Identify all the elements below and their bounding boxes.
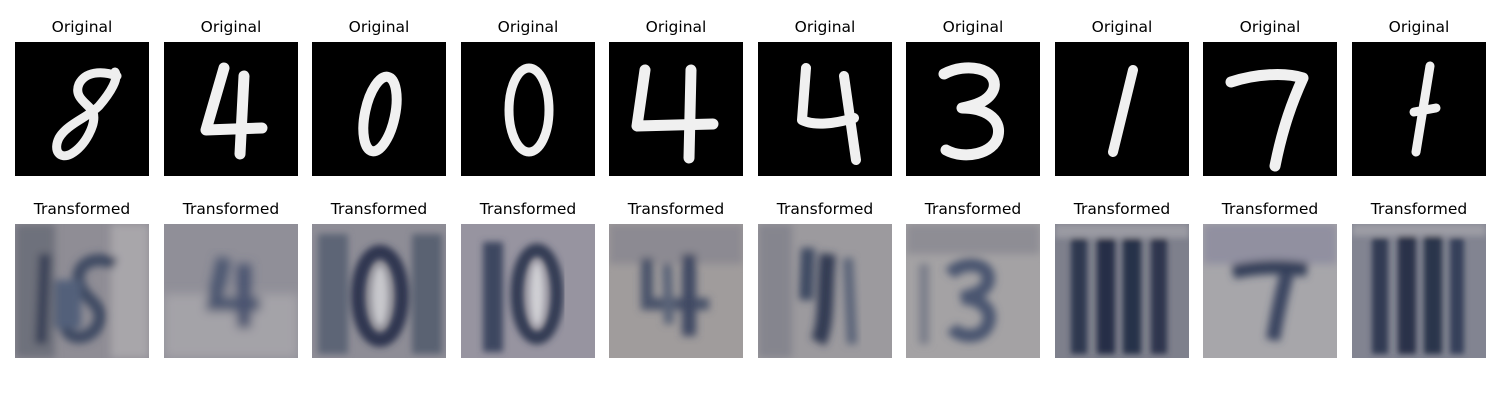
original-title-5: Original bbox=[645, 18, 707, 36]
original-digit-image-1 bbox=[15, 42, 149, 176]
original-digit-image-2 bbox=[164, 42, 298, 176]
original-panel-4: Original bbox=[461, 17, 595, 177]
original-title-1: Original bbox=[51, 18, 113, 36]
original-digit-image-9 bbox=[1203, 42, 1337, 176]
transformed-title-4: Transformed bbox=[479, 200, 577, 218]
transformed-title-9: Transformed bbox=[1221, 200, 1319, 218]
original-digit-image-4 bbox=[461, 42, 595, 176]
transformed-title-7: Transformed bbox=[924, 200, 1022, 218]
original-digit-image-5 bbox=[609, 42, 743, 176]
original-title-10: Original bbox=[1388, 18, 1450, 36]
transformed-title-5: Transformed bbox=[627, 200, 725, 218]
transformed-title-6: Transformed bbox=[776, 200, 874, 218]
original-digit-image-10 bbox=[1352, 42, 1486, 176]
transformed-panel-1: Transformed bbox=[15, 199, 149, 359]
original-panel-2: Original bbox=[164, 17, 298, 177]
transformed-digit-image-6 bbox=[758, 224, 892, 358]
original-title-4: Original bbox=[497, 18, 559, 36]
original-panel-9: Original bbox=[1203, 17, 1337, 177]
original-panel-5: Original bbox=[609, 17, 743, 177]
transformed-panel-5: Transformed bbox=[609, 199, 743, 359]
transformed-digit-image-1 bbox=[15, 224, 149, 358]
transformed-panel-9: Transformed bbox=[1203, 199, 1337, 359]
transformed-digit-image-10 bbox=[1352, 224, 1486, 358]
original-title-7: Original bbox=[942, 18, 1004, 36]
original-title-8: Original bbox=[1091, 18, 1153, 36]
transformed-digit-image-2 bbox=[164, 224, 298, 358]
original-title-2: Original bbox=[200, 18, 262, 36]
transformed-row: Transformed Transformed bbox=[0, 199, 1500, 379]
transformed-digit-image-9 bbox=[1203, 224, 1337, 358]
transformed-panel-3: Transformed bbox=[312, 199, 446, 359]
transformed-digit-image-7 bbox=[906, 224, 1040, 358]
original-digit-image-6 bbox=[758, 42, 892, 176]
transformed-panel-6: Transformed bbox=[758, 199, 892, 359]
transformed-digit-image-4 bbox=[461, 224, 595, 358]
transformed-title-10: Transformed bbox=[1370, 200, 1468, 218]
original-title-3: Original bbox=[348, 18, 410, 36]
original-panel-1: Original bbox=[15, 17, 149, 177]
original-digit-image-3 bbox=[312, 42, 446, 176]
original-title-6: Original bbox=[794, 18, 856, 36]
original-panel-8: Original bbox=[1055, 17, 1189, 177]
original-row: Original Original Original bbox=[0, 17, 1500, 197]
transformed-digit-image-3 bbox=[312, 224, 446, 358]
transformed-title-1: Transformed bbox=[33, 200, 131, 218]
transformed-panel-2: Transformed bbox=[164, 199, 298, 359]
transformed-title-3: Transformed bbox=[330, 200, 428, 218]
transformed-panel-7: Transformed bbox=[906, 199, 1040, 359]
transformed-panel-8: Transformed bbox=[1055, 199, 1189, 359]
original-digit-image-7 bbox=[906, 42, 1040, 176]
original-panel-10: Original bbox=[1352, 17, 1486, 177]
original-digit-image-8 bbox=[1055, 42, 1189, 176]
original-panel-6: Original bbox=[758, 17, 892, 177]
transformed-digit-image-5 bbox=[609, 224, 743, 358]
original-panel-7: Original bbox=[906, 17, 1040, 177]
transformed-panel-4: Transformed bbox=[461, 199, 595, 359]
transformed-title-8: Transformed bbox=[1073, 200, 1171, 218]
original-title-9: Original bbox=[1239, 18, 1301, 36]
transformed-digit-image-8 bbox=[1055, 224, 1189, 358]
transformed-panel-10: Transformed bbox=[1352, 199, 1486, 359]
transformed-title-2: Transformed bbox=[182, 200, 280, 218]
original-panel-3: Original bbox=[312, 17, 446, 177]
